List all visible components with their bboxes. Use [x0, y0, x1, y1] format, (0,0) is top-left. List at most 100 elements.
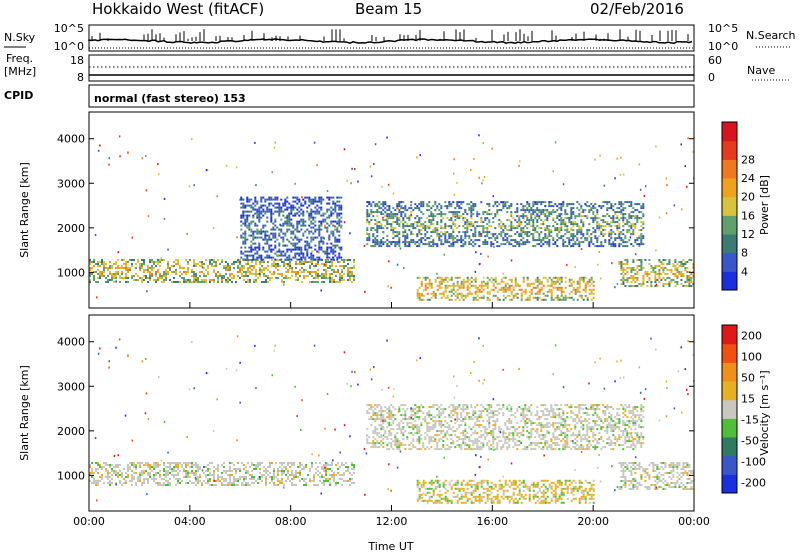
scatter-cell — [117, 251, 119, 254]
data-cell — [330, 220, 333, 223]
data-cell — [99, 265, 101, 267]
scatter-cell — [482, 179, 484, 182]
data-cell — [634, 209, 637, 212]
data-cell — [270, 256, 273, 259]
data-cell — [89, 279, 91, 281]
data-cell — [458, 225, 461, 228]
data-cell — [424, 239, 427, 242]
data-cell — [199, 480, 201, 482]
data-cell — [255, 275, 257, 277]
data-cell — [376, 406, 379, 409]
data-cell — [259, 464, 261, 466]
scatter-cell — [644, 185, 647, 188]
data-cell — [492, 243, 495, 246]
data-cell — [642, 281, 645, 283]
data-cell — [320, 222, 323, 225]
data-cell — [101, 478, 103, 480]
data-cell — [550, 296, 553, 299]
data-cell — [428, 448, 431, 451]
data-cell — [438, 420, 441, 423]
data-cell — [213, 474, 215, 476]
data-cell — [642, 221, 645, 224]
data-cell — [376, 209, 379, 212]
data-cell — [316, 208, 319, 211]
data-cell — [630, 227, 633, 230]
data-cell — [249, 273, 251, 275]
data-cell — [588, 223, 591, 226]
data-cell — [434, 434, 437, 437]
data-cell — [424, 436, 427, 439]
data-cell — [404, 412, 407, 415]
data-cell — [628, 225, 631, 228]
data-cell — [314, 216, 317, 219]
data-cell — [590, 203, 593, 206]
data-cell — [308, 216, 311, 219]
data-cell — [610, 221, 613, 224]
data-cell — [336, 258, 339, 261]
data-cell — [310, 198, 313, 201]
data-cell — [572, 298, 575, 301]
data-cell — [592, 288, 595, 291]
data-cell — [366, 237, 369, 240]
data-cell — [105, 263, 107, 265]
data-cell — [242, 202, 245, 205]
data-cell — [157, 263, 159, 265]
data-cell — [670, 269, 673, 271]
data-cell — [295, 472, 297, 474]
data-cell — [167, 466, 169, 468]
data-cell — [416, 406, 419, 409]
data-cell — [592, 205, 595, 208]
data-cell — [522, 276, 525, 279]
data-cell — [404, 235, 407, 238]
data-cell — [388, 412, 391, 415]
data-cell — [438, 440, 441, 443]
data-cell — [570, 211, 573, 214]
data-cell — [271, 265, 273, 267]
data-cell — [302, 212, 305, 215]
data-cell — [240, 214, 243, 217]
data-cell — [330, 196, 333, 199]
data-cell — [502, 294, 505, 297]
data-cell — [390, 229, 393, 232]
data-cell — [119, 275, 121, 277]
data-cell — [432, 219, 435, 222]
data-cell — [546, 294, 549, 297]
data-cell — [372, 432, 375, 435]
data-cell — [654, 273, 657, 275]
data-cell — [392, 241, 395, 244]
data-cell — [319, 462, 321, 464]
data-cell — [366, 217, 369, 220]
data-cell — [622, 207, 625, 210]
data-cell — [450, 235, 453, 238]
data-cell — [313, 478, 315, 480]
data-cell — [620, 231, 623, 234]
data-cell — [333, 472, 335, 474]
data-cell — [624, 241, 627, 244]
data-cell — [304, 196, 307, 199]
data-cell — [408, 426, 411, 429]
data-cell — [620, 263, 623, 265]
data-cell — [318, 230, 321, 233]
data-cell — [161, 277, 163, 279]
data-cell — [309, 468, 311, 470]
data-cell — [341, 271, 343, 273]
data-cell — [442, 227, 445, 230]
data-cell — [410, 241, 413, 244]
data-cell — [624, 207, 627, 210]
data-cell — [211, 263, 213, 265]
data-cell — [620, 205, 623, 208]
data-cell — [494, 237, 497, 240]
data-cell — [277, 478, 279, 480]
data-cell — [588, 241, 591, 244]
data-cell — [424, 284, 427, 287]
data-cell — [382, 442, 385, 445]
scatter-cell — [493, 245, 495, 248]
data-cell — [690, 259, 693, 261]
data-cell — [299, 269, 301, 271]
data-cell — [336, 222, 339, 225]
data-cell — [470, 229, 473, 232]
data-cell — [502, 286, 505, 289]
data-cell — [418, 436, 421, 439]
data-cell — [386, 209, 389, 212]
data-cell — [318, 258, 321, 261]
